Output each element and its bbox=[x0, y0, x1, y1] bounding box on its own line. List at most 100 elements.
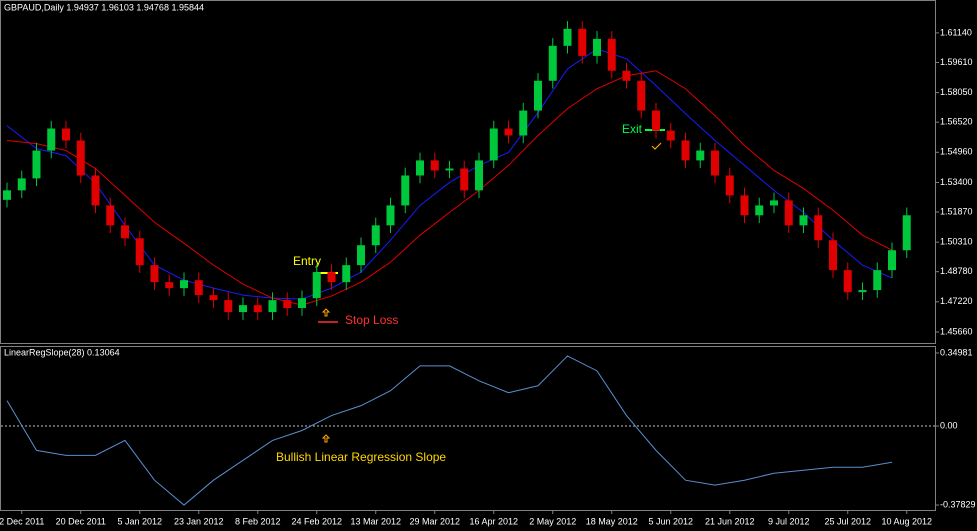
y-tick-label: 1.45660 bbox=[940, 326, 973, 336]
x-tick-label: 10 Aug 2012 bbox=[881, 516, 932, 526]
candle-body bbox=[799, 215, 808, 226]
x-tick-label: 18 May 2012 bbox=[586, 516, 638, 526]
candle-body bbox=[342, 265, 351, 283]
indicator-frame bbox=[0, 346, 936, 511]
candle-body bbox=[91, 175, 100, 206]
x-tick-label: 25 Jul 2012 bbox=[824, 516, 871, 526]
candle-body bbox=[858, 290, 867, 293]
x-tick-label: 5 Jan 2012 bbox=[117, 516, 162, 526]
candle-body bbox=[401, 175, 410, 206]
candle-body bbox=[740, 195, 749, 216]
stop-loss-label: Stop Loss bbox=[345, 313, 398, 327]
symbol-header: GBPAUD,Daily 1.94937 1.96103 1.94768 1.9… bbox=[4, 2, 204, 12]
y-tick-label: 0.34981 bbox=[940, 347, 973, 357]
candle-body bbox=[180, 280, 188, 289]
candle-body bbox=[298, 298, 306, 309]
y-tick-label: 1.54960 bbox=[940, 147, 973, 157]
candle-body bbox=[784, 200, 793, 226]
candle-body bbox=[224, 300, 233, 313]
candle-body bbox=[386, 205, 395, 226]
candle-body bbox=[106, 205, 115, 226]
candle-body bbox=[76, 140, 85, 176]
candle-body bbox=[814, 215, 823, 241]
y-tick-label: 1.53400 bbox=[940, 177, 973, 187]
candle-body bbox=[460, 168, 469, 191]
candle-body bbox=[873, 270, 882, 291]
y-tick-label: 1.48780 bbox=[940, 266, 973, 276]
indicator-header: LinearRegSlope(28) 0.13064 bbox=[4, 347, 120, 357]
candle-body bbox=[268, 300, 277, 313]
y-tick-label: 1.50310 bbox=[940, 237, 973, 247]
candle-body bbox=[150, 265, 159, 283]
candle-body bbox=[504, 128, 513, 136]
candle-body bbox=[371, 225, 380, 246]
candle-body bbox=[357, 245, 365, 266]
candle-body bbox=[327, 272, 336, 283]
candle-body bbox=[534, 80, 542, 111]
main-frame bbox=[0, 0, 936, 344]
x-tick-label: 21 Jun 2012 bbox=[705, 516, 755, 526]
x-tick-label: 29 Mar 2012 bbox=[409, 516, 460, 526]
candle-body bbox=[209, 295, 218, 301]
y-tick-label: 0.00 bbox=[940, 420, 958, 430]
candle-body bbox=[578, 28, 587, 56]
candle-body bbox=[3, 190, 11, 200]
candle-body bbox=[770, 200, 778, 206]
candle-body bbox=[445, 168, 454, 171]
candle-body bbox=[430, 160, 439, 171]
candle-body bbox=[681, 140, 690, 161]
x-tick-label: 20 Dec 2011 bbox=[56, 516, 106, 526]
candle-body bbox=[755, 205, 764, 216]
candle-body bbox=[711, 150, 719, 176]
candle-body bbox=[637, 80, 646, 111]
candle-body bbox=[888, 250, 896, 271]
indicator-line bbox=[6, 355, 893, 506]
candle-body bbox=[312, 272, 321, 299]
y-tick-label: 1.56520 bbox=[940, 117, 973, 127]
y-tick-label: 1.58050 bbox=[940, 87, 973, 97]
y-tick-label: 1.47220 bbox=[940, 296, 973, 306]
candle-body bbox=[239, 305, 247, 313]
slope-arrow bbox=[321, 434, 331, 443]
x-tick-label: 24 Feb 2012 bbox=[291, 516, 342, 526]
candle-body bbox=[843, 270, 852, 293]
candle-body bbox=[593, 38, 601, 56]
x-tick-label: 5 Jun 2012 bbox=[648, 516, 693, 526]
candle-body bbox=[725, 175, 734, 196]
y-tick-label: 1.61140 bbox=[940, 27, 972, 37]
candle-body bbox=[17, 178, 26, 191]
x-tick-label: 8 Feb 2012 bbox=[235, 516, 281, 526]
candle-body bbox=[62, 128, 70, 141]
candle-body bbox=[253, 305, 262, 313]
x-tick-label: 2 Dec 2011 bbox=[0, 516, 44, 526]
candle-body bbox=[563, 28, 572, 46]
candle-body bbox=[283, 300, 292, 309]
entry-label: Entry bbox=[293, 254, 321, 268]
exit-label: Exit bbox=[622, 122, 643, 136]
candle-body bbox=[652, 110, 660, 131]
x-tick-label: 16 Apr 2012 bbox=[469, 516, 518, 526]
candle-body bbox=[666, 130, 675, 141]
moving-average bbox=[6, 70, 893, 306]
y-tick-label: 1.59610 bbox=[940, 57, 973, 67]
candle-body bbox=[416, 160, 424, 176]
candle-body bbox=[475, 160, 483, 191]
exit-check bbox=[651, 142, 662, 150]
candle-body bbox=[902, 215, 911, 251]
entry-arrow bbox=[321, 308, 331, 317]
candle-body bbox=[548, 45, 557, 81]
candle-body bbox=[194, 280, 203, 296]
candle-body bbox=[489, 128, 498, 161]
candle-body bbox=[121, 225, 129, 239]
candle-body bbox=[829, 240, 837, 271]
candle-body bbox=[32, 150, 41, 179]
candle-body bbox=[622, 70, 631, 81]
candle-body bbox=[47, 128, 56, 151]
x-tick-label: 9 Jul 2012 bbox=[768, 516, 810, 526]
x-tick-label: 2 May 2012 bbox=[529, 516, 576, 526]
candle-body bbox=[607, 38, 616, 71]
x-tick-label: 23 Jan 2012 bbox=[174, 516, 224, 526]
y-tick-label: -0.37829 bbox=[940, 499, 976, 509]
candle-body bbox=[696, 150, 705, 161]
